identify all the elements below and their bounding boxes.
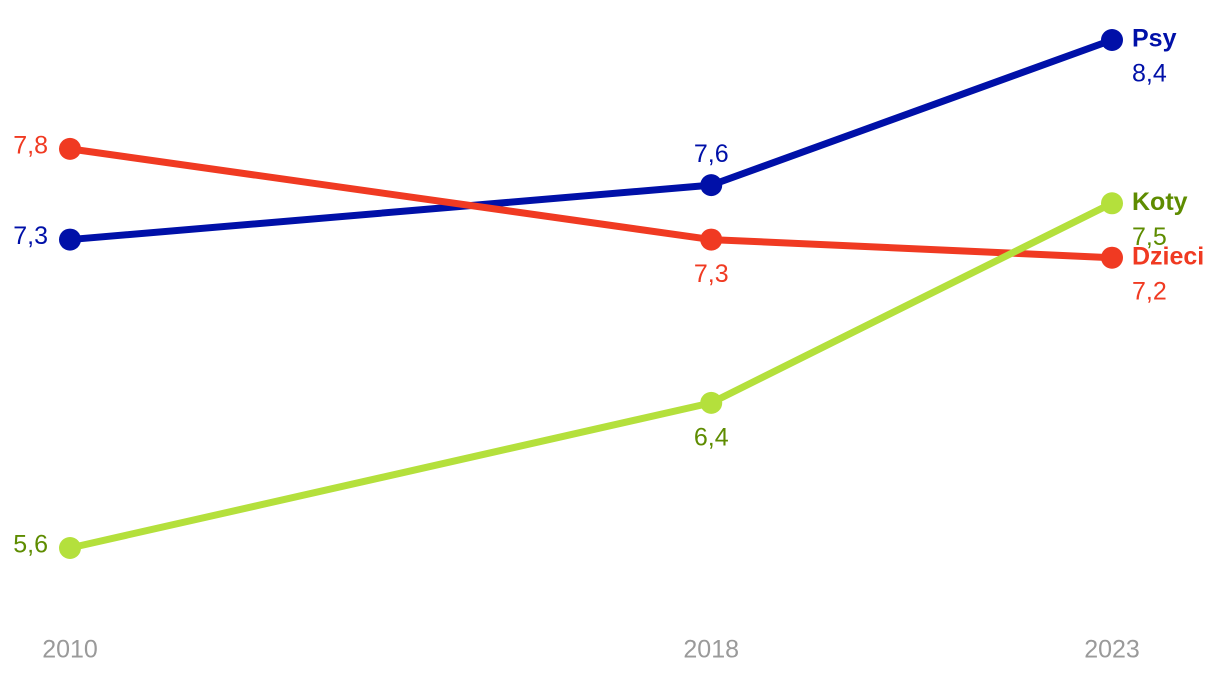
series-name: Psy (1132, 25, 1177, 53)
data-label: 7,3 (13, 222, 48, 250)
data-point (59, 137, 81, 160)
data-point (1101, 192, 1123, 215)
data-label: 8,4 (1132, 60, 1167, 88)
data-point (700, 391, 723, 414)
data-point (1101, 29, 1123, 51)
x-tick-label: 2010 (42, 636, 98, 664)
data-label: 7,6 (694, 140, 729, 168)
series-name: Koty (1132, 188, 1188, 216)
data-label: 6,4 (694, 423, 729, 451)
data-label: 5,6 (13, 531, 48, 559)
series-line (69, 145, 1113, 262)
series-line (69, 36, 1114, 244)
data-point (1101, 246, 1123, 269)
data-point (700, 228, 723, 251)
data-label: 7,5 (1132, 223, 1167, 251)
data-point (700, 174, 723, 197)
x-tick-label: 2018 (683, 636, 739, 664)
series-line (69, 200, 1114, 552)
data-point (59, 537, 81, 559)
data-label: 7,8 (13, 131, 48, 159)
data-label: 7,3 (694, 260, 729, 288)
x-tick-label: 2023 (1084, 636, 1140, 664)
data-label: 7,2 (1132, 277, 1167, 305)
data-point (59, 228, 81, 251)
series-name: Dzieci (1132, 242, 1204, 270)
